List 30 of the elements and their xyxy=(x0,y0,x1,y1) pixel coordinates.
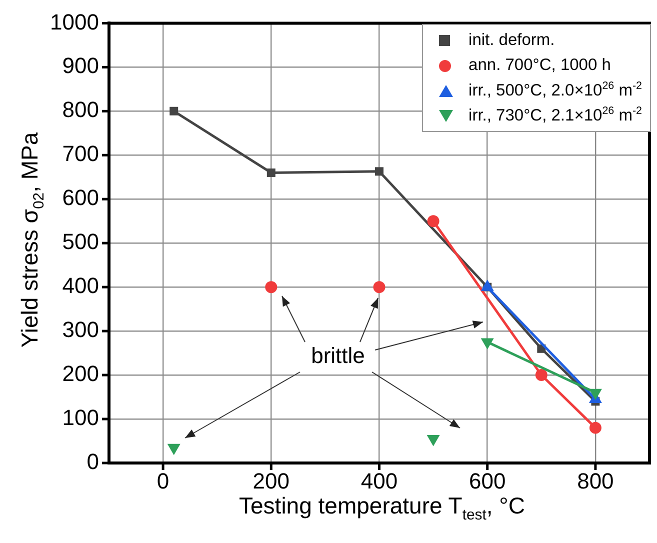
y-tick-label: 300 xyxy=(62,317,99,342)
y-tick-label: 1000 xyxy=(50,9,99,34)
point xyxy=(427,215,440,228)
point xyxy=(265,281,278,294)
y-tick-label: 200 xyxy=(62,361,99,386)
point xyxy=(535,369,548,382)
x-tick-label: 0 xyxy=(156,468,170,494)
point xyxy=(373,281,386,294)
legend-label: ann. 700°C, 1000 h xyxy=(468,56,611,75)
y-tick-label: 0 xyxy=(86,449,99,474)
point xyxy=(589,422,602,434)
point xyxy=(170,106,178,116)
y-tick-label: 600 xyxy=(62,185,99,210)
legend-label: init. deform. xyxy=(468,31,555,50)
legend-label: irr., 730°C, 2.1×10$^{26}$ m$^{-2}$ xyxy=(468,105,642,126)
x-tick-label: 800 xyxy=(577,468,614,494)
x-tick-label: 200 xyxy=(252,468,290,494)
x-tick-label: 400 xyxy=(360,468,398,494)
legend-label: irr., 500°C, 2.0×10$^{26}$ m$^{-2}$ xyxy=(468,80,642,101)
x-axis-title: Testing temperature T$_{test}$, °C xyxy=(239,492,525,524)
y-tick-label: 500 xyxy=(62,229,99,254)
y-tick-label: 900 xyxy=(62,53,99,78)
y-tick-label: 400 xyxy=(62,273,99,298)
y-tick-label: 800 xyxy=(62,97,99,122)
point xyxy=(266,168,276,177)
y-tick-label: 100 xyxy=(62,405,99,430)
x-tick-label: 600 xyxy=(468,468,506,494)
annotation: brittle xyxy=(311,343,365,368)
point xyxy=(375,167,384,176)
y-tick-label: 700 xyxy=(62,141,99,166)
